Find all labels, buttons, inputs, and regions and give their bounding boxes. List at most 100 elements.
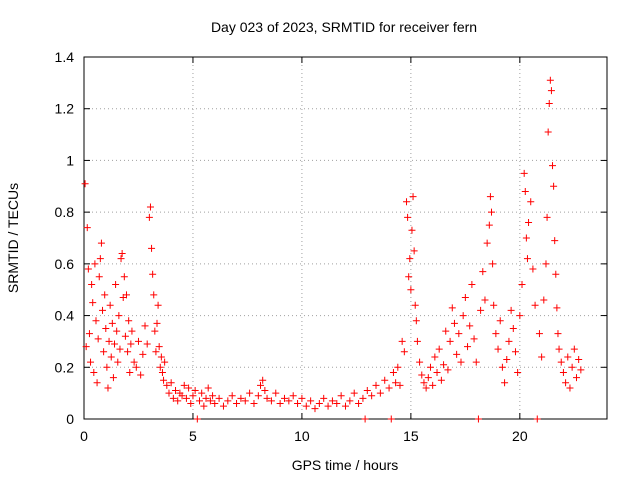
data-point-marker	[167, 379, 175, 387]
data-point-marker	[101, 291, 109, 299]
data-point-marker	[372, 381, 380, 389]
data-point-marker	[533, 415, 541, 423]
data-point-marker	[503, 356, 511, 364]
x-axis-label: GPS time / hours	[292, 457, 399, 473]
data-point-marker	[103, 363, 111, 371]
data-point-marker	[280, 394, 288, 402]
data-point-marker	[154, 301, 162, 309]
data-point-marker	[294, 399, 302, 407]
data-point-marker	[496, 317, 504, 325]
data-point-marker	[85, 330, 93, 338]
data-point-marker	[108, 319, 116, 327]
data-point-marker	[547, 87, 555, 95]
x-axis: 0 5 10 15 20	[80, 57, 528, 444]
data-point-marker	[132, 363, 140, 371]
data-point-marker	[398, 337, 406, 345]
data-point-marker	[250, 399, 258, 407]
data-point-marker	[97, 239, 105, 247]
data-point-marker	[459, 312, 467, 320]
data-point-marker	[130, 358, 138, 366]
data-point-marker	[505, 337, 513, 345]
data-point-marker	[474, 415, 482, 423]
data-point-marker	[152, 348, 160, 356]
data-point-marker	[520, 169, 528, 177]
data-point-marker	[387, 415, 395, 423]
data-point-marker	[112, 281, 120, 289]
data-point-marker	[143, 340, 151, 348]
data-point-marker	[298, 394, 306, 402]
y-tick-label: 0.8	[55, 204, 75, 220]
data-point-marker	[116, 345, 124, 353]
data-point-marker	[553, 304, 561, 312]
data-point-marker	[568, 363, 576, 371]
data-point-marker	[311, 405, 319, 413]
data-point-marker	[134, 337, 142, 345]
data-point-marker	[523, 255, 531, 263]
data-point-marker	[396, 381, 404, 389]
data-point-marker	[418, 371, 426, 379]
data-point-marker	[82, 343, 90, 351]
data-point-marker	[139, 350, 147, 358]
data-point-marker	[219, 402, 227, 410]
data-point-marker	[120, 273, 128, 281]
data-point-marker	[185, 384, 193, 392]
data-point-marker	[470, 335, 478, 343]
data-point-marker	[455, 330, 463, 338]
data-point-marker	[169, 394, 177, 402]
data-point-marker	[538, 353, 546, 361]
data-point-marker	[514, 368, 522, 376]
data-point-marker	[516, 312, 524, 320]
data-point-marker	[511, 348, 519, 356]
data-point-marker	[246, 389, 254, 397]
data-point-marker	[404, 213, 412, 221]
data-point-marker	[489, 260, 497, 268]
data-point-marker	[198, 389, 206, 397]
data-point-marker	[431, 353, 439, 361]
data-point-marker	[488, 208, 496, 216]
data-point-marker	[89, 299, 97, 307]
data-point-marker	[106, 301, 114, 309]
data-point-marker	[394, 363, 402, 371]
data-point-marker	[479, 268, 487, 276]
data-point-marker	[124, 348, 132, 356]
data-point-marker	[389, 368, 397, 376]
data-point-marker	[555, 345, 563, 353]
data-point-marker	[433, 368, 441, 376]
data-point-marker	[572, 374, 580, 382]
data-point-marker	[320, 394, 328, 402]
data-point-marker	[412, 317, 420, 325]
data-point-marker	[359, 394, 367, 402]
data-point-marker	[566, 384, 574, 392]
y-axis: 0 0.2 0.4 0.6 0.8 1 1.2 1.4	[55, 49, 607, 427]
data-point-marker	[557, 358, 565, 366]
data-point-marker	[408, 226, 416, 234]
data-point-marker	[564, 353, 572, 361]
data-point-marker	[153, 319, 161, 327]
data-point-marker	[289, 392, 297, 400]
data-point-marker	[527, 198, 535, 206]
data-point-marker	[405, 273, 413, 281]
data-points	[81, 76, 585, 423]
data-point-marker	[551, 237, 559, 245]
data-point-marker	[444, 366, 452, 374]
data-point-marker	[191, 387, 199, 395]
data-point-marker	[90, 368, 98, 376]
data-point-marker	[486, 193, 494, 201]
data-point-marker	[114, 358, 122, 366]
data-point-marker	[337, 392, 345, 400]
data-point-marker	[535, 330, 543, 338]
data-point-marker	[435, 345, 443, 353]
data-point-marker	[285, 397, 293, 405]
data-point-marker	[461, 293, 469, 301]
data-point-marker	[498, 363, 506, 371]
data-point-marker	[276, 399, 284, 407]
data-point-marker	[543, 213, 551, 221]
data-point-marker	[542, 260, 550, 268]
data-point-marker	[104, 384, 112, 392]
data-point-marker	[122, 291, 130, 299]
data-point-marker	[328, 397, 336, 405]
data-point-marker	[494, 345, 502, 353]
data-point-marker	[575, 356, 583, 364]
y-tick-label: 0.2	[55, 359, 75, 375]
data-point-marker	[83, 224, 91, 232]
